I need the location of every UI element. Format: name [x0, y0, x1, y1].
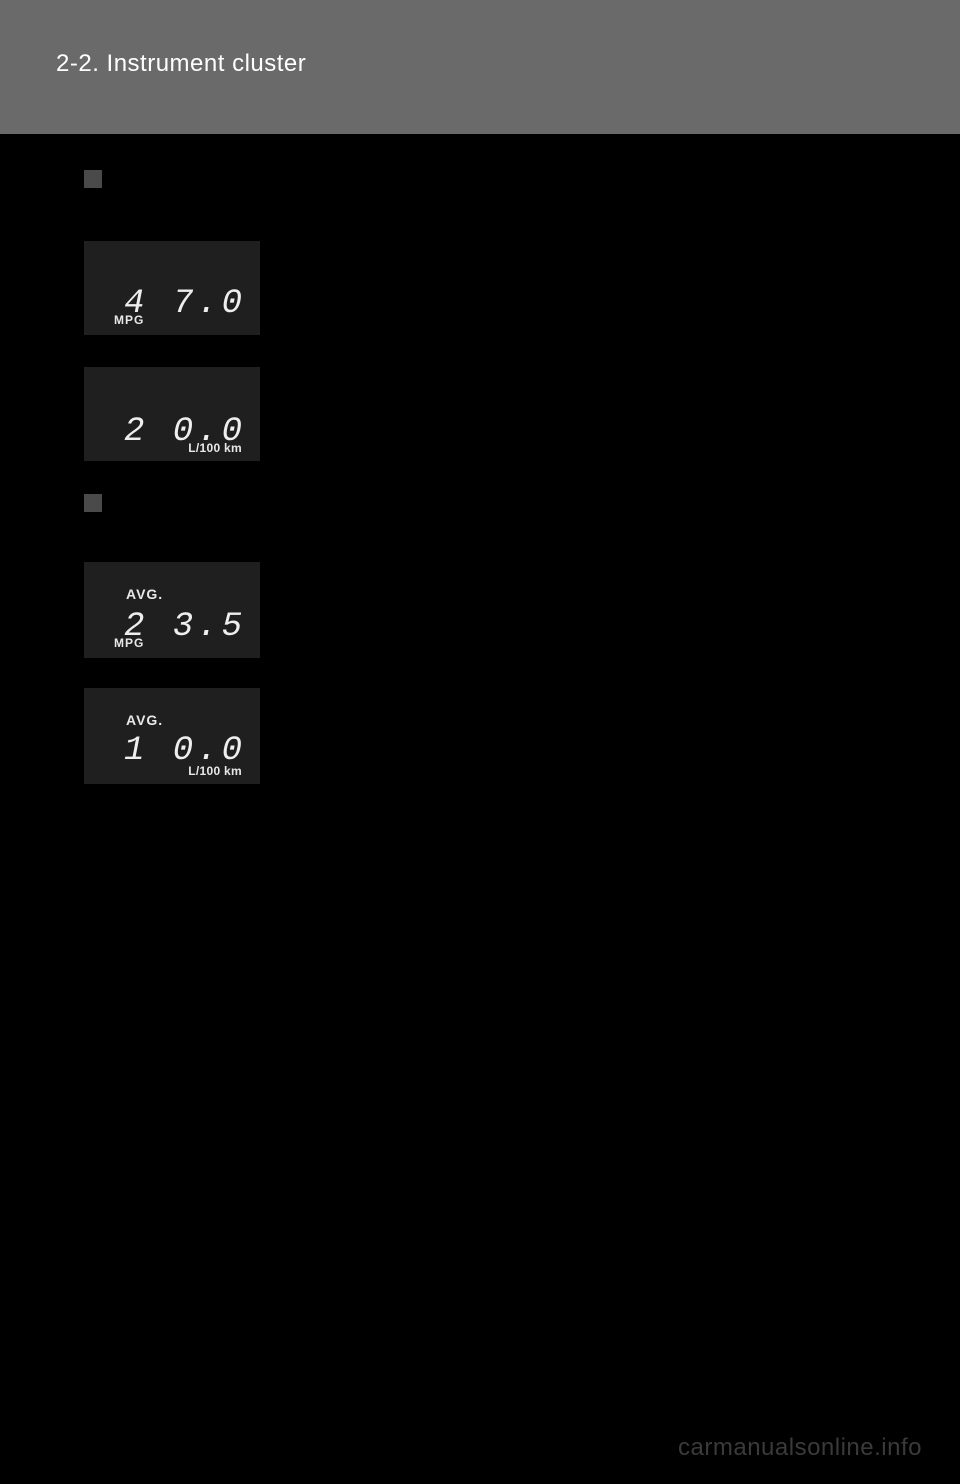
unit-mpg: MPG — [114, 313, 144, 327]
section-marker-1 — [84, 170, 102, 188]
section-heading: 2-2. Instrument cluster — [56, 50, 306, 78]
unit-l100km: L/100 km — [188, 441, 242, 455]
lcd-panel-current-mpg: 4 7.0 MPG — [84, 241, 260, 335]
unit-l100km: L/100 km — [188, 764, 242, 778]
section-marker-2 — [84, 494, 102, 512]
section-title: Instrument cluster — [107, 50, 307, 77]
lcd-panel-current-l100: 2 0.0 L/100 km — [84, 367, 260, 461]
watermark: carmanualsonline.info — [678, 1434, 922, 1462]
section-number: 2-2. — [56, 50, 99, 77]
unit-mpg: MPG — [114, 636, 144, 650]
avg-label: AVG. — [126, 586, 163, 602]
lcd-panel-avg-mpg: AVG. 2 3.5 MPG — [84, 562, 260, 658]
page-header-band: 2-2. Instrument cluster — [0, 0, 960, 134]
lcd-panel-avg-l100: AVG. 1 0.0 L/100 km — [84, 688, 260, 784]
avg-label: AVG. — [126, 712, 163, 728]
